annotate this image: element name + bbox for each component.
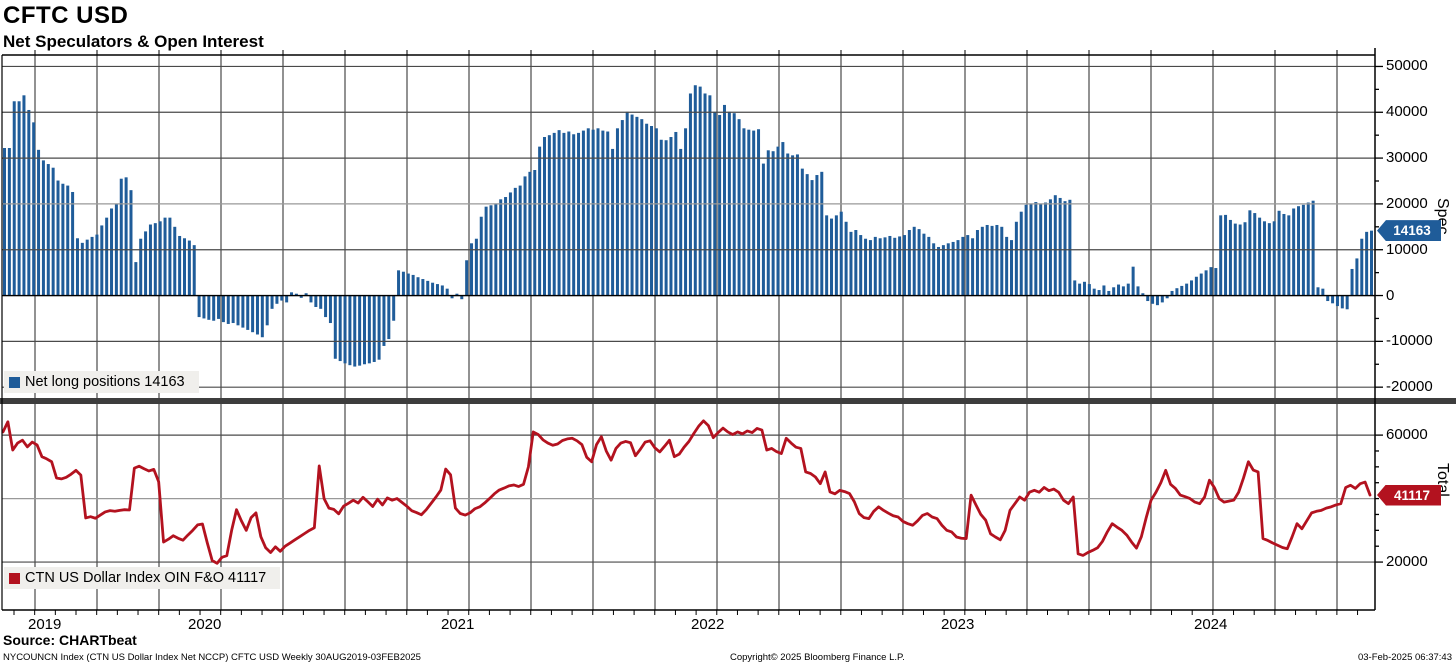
- spec-y-tick-label: -20000: [1386, 378, 1433, 396]
- spec-y-tick-label: 30000: [1386, 149, 1428, 167]
- page-title: CFTC USD: [3, 2, 129, 29]
- copyright-notice: Copyright© 2025 Bloomberg Finance L.P.: [730, 652, 905, 663]
- spec-last-value-badge: 14163: [1377, 220, 1441, 242]
- spec-legend[interactable]: Net long positions 14163: [4, 371, 199, 393]
- total-y-tick-label: 60000: [1386, 426, 1428, 444]
- x-axis-year-label: 2022: [691, 616, 725, 633]
- spec-legend-label: Net long positions 14163: [25, 374, 185, 390]
- timestamp: 03-Feb-2025 06:37:43: [1357, 652, 1452, 663]
- total-last-value: 41117: [1393, 487, 1431, 503]
- spec-last-value: 14163: [1393, 223, 1431, 239]
- x-axis-year-label: 2023: [941, 616, 975, 633]
- chart-subtitle: Net Speculators & Open Interest: [3, 32, 264, 51]
- x-axis-year-label: 2020: [188, 616, 222, 633]
- spec-legend-swatch-icon: [9, 376, 20, 388]
- total-legend[interactable]: CTN US Dollar Index OIN F&O 41117: [4, 567, 281, 589]
- spec-y-tick-label: 0: [1386, 286, 1395, 304]
- total-legend-label: CTN US Dollar Index OIN F&O 41117: [25, 570, 267, 586]
- spec-y-tick-label: 50000: [1386, 57, 1428, 75]
- spec-y-tick-label: 10000: [1386, 240, 1428, 258]
- x-axis-year-label: 2019: [28, 616, 62, 633]
- spec-y-tick-label: 40000: [1386, 103, 1428, 121]
- source-label: Source: CHARTbeat: [3, 632, 137, 648]
- total-legend-swatch-icon: [9, 572, 20, 584]
- spec-y-tick-label: -10000: [1386, 332, 1433, 350]
- x-axis-year-label: 2021: [441, 616, 475, 633]
- security-description: NYCOUNCN Index (CTN US Dollar Index Net …: [3, 652, 421, 663]
- total-y-tick-label: 20000: [1386, 553, 1428, 571]
- x-axis-year-label: 2024: [1194, 616, 1228, 633]
- total-last-value-badge: 41117: [1377, 484, 1441, 506]
- spec-y-tick-label: 20000: [1386, 194, 1428, 212]
